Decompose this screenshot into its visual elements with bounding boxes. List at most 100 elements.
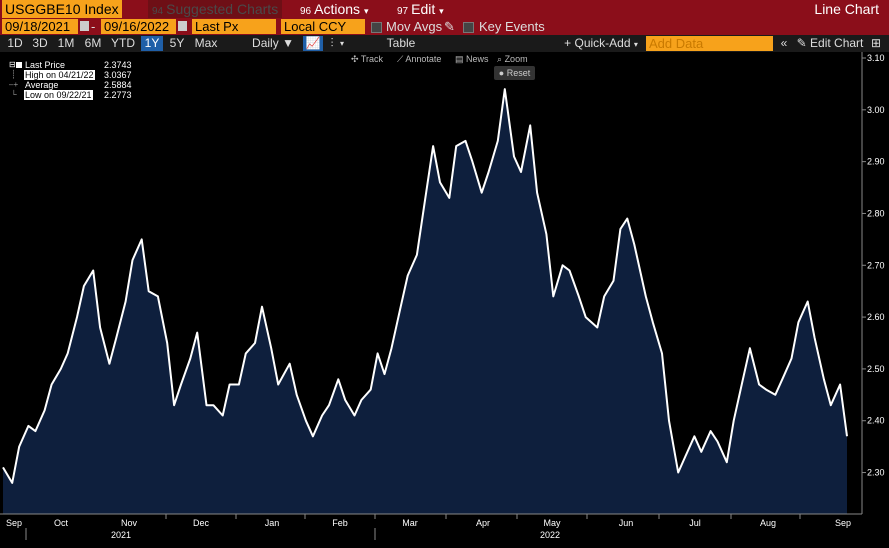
legend-high: ┊ High on 04/21/22 3.0367 [8, 70, 132, 80]
actions-dropdown-icon: ▾ [363, 6, 369, 16]
plus-icon: + [564, 36, 572, 50]
table-button[interactable]: Table [386, 36, 416, 50]
x-tick-label: Jun [619, 518, 634, 528]
settings-toolbar: 09/18/2021 - 09/16/2022 Last Px Local CC… [0, 18, 889, 35]
pencil-icon[interactable]: ✎ [444, 19, 455, 34]
reset-button[interactable]: ● Reset [494, 66, 535, 80]
expand-icon[interactable]: ⊞ [870, 36, 882, 50]
chevron-down-icon: ▼ [282, 36, 294, 50]
period-button-ytd[interactable]: YTD [111, 36, 135, 50]
top-toolbar: USGGBE10 Index 94 Suggested Charts 96 Acti… [0, 0, 889, 18]
annotate-icon: ⟋ [397, 54, 404, 64]
legend-high-label: High on 04/21/22 [24, 70, 95, 80]
frequency-label: Daily [252, 36, 279, 50]
currency-selector[interactable]: Local CCY [281, 19, 365, 34]
edit-dropdown-icon: ▾ [439, 6, 444, 16]
x-tick-label: Sep [835, 518, 851, 528]
legend-line-icon: ⊟ [9, 60, 16, 69]
x-tick-label: Nov [121, 518, 138, 528]
reset-label: Reset [506, 68, 531, 78]
track-tool[interactable]: ✣ Track [351, 54, 383, 65]
pencil-icon: ✎ [796, 36, 807, 50]
suggested-charts-number: 94 [152, 6, 164, 17]
period-button-3d[interactable]: 3D [32, 36, 48, 50]
y-tick-label: 2.60 [867, 312, 885, 322]
legend-line-icon: –+ [9, 80, 19, 89]
x-tick-label: Oct [54, 518, 69, 528]
track-icon: ✣ [351, 54, 359, 64]
start-date-input[interactable]: 09/18/2021 [2, 19, 78, 34]
x-tick-label: Dec [193, 518, 210, 528]
x-tick-label: Feb [332, 518, 348, 528]
period-button-1y[interactable]: 1Y [141, 36, 163, 51]
x-year-label: 2022 [540, 530, 560, 540]
actions-menu[interactable]: 96 Actions ▾ [300, 0, 368, 18]
legend-low-value: 2.2773 [104, 90, 132, 100]
suggested-charts-button[interactable]: 94 Suggested Charts [148, 0, 283, 18]
news-tool[interactable]: ▤ News [455, 54, 489, 65]
legend: ⊟ Last Price 2.3743 ┊ High on 04/21/22 3… [8, 60, 132, 100]
period-button-5y[interactable]: 5Y [169, 36, 185, 50]
period-button-1m[interactable]: 1M [57, 36, 75, 50]
x-tick-label: May [543, 518, 561, 528]
legend-high-value: 3.0367 [104, 70, 132, 80]
window-title: Line Chart [814, 1, 879, 17]
key-events-label: Key Events [479, 19, 545, 34]
y-tick-label: 3.10 [867, 53, 885, 63]
reset-icon: ● [498, 68, 505, 78]
chart-style-dropdown-icon[interactable]: ▾ [339, 39, 344, 48]
series-line-last-price [2, 88, 848, 484]
y-tick-label: 2.40 [867, 416, 885, 426]
y-tick-label: 2.30 [867, 468, 885, 478]
edit-chart-label: Edit Chart [810, 36, 864, 50]
legend-line-icon: └ [11, 90, 17, 99]
news-icon: ▤ [455, 54, 464, 64]
key-events-checkbox[interactable] [463, 22, 474, 33]
legend-line-icon: ┊ [11, 70, 16, 79]
x-tick-label: Apr [476, 518, 490, 528]
edit-menu[interactable]: 97 Edit ▾ [397, 0, 444, 18]
x-year-label: 2021 [111, 530, 131, 540]
track-label: Track [360, 54, 384, 64]
quick-add-button[interactable]: + Quick-Add ▾ [559, 36, 643, 51]
mov-avgs-label: Mov Avgs [386, 19, 443, 34]
frequency-dropdown[interactable]: Daily ▼ [249, 36, 297, 51]
y-tick-label: 2.70 [867, 260, 885, 270]
annotate-tool[interactable]: ⟋ Annotate [397, 54, 441, 65]
legend-average-value: 2.5884 [104, 80, 132, 90]
legend-last-price-label: Last Price [24, 60, 67, 70]
x-tick-label: Mar [402, 518, 418, 528]
legend-last-price-value: 2.3743 [104, 60, 132, 70]
x-tick-label: Sep [6, 518, 22, 528]
end-date-input[interactable]: 09/16/2022 [101, 19, 176, 34]
zoom-label: Zoom [504, 54, 528, 64]
zoom-tool[interactable]: ⌕ Zoom [497, 54, 528, 65]
edit-label: Edit [411, 1, 436, 17]
y-tick-label: 3.00 [867, 105, 885, 115]
add-data-input[interactable]: Add Data [646, 36, 773, 51]
edit-chart-button[interactable]: ✎ Edit Chart [795, 36, 865, 51]
legend-average-label: Average [24, 80, 60, 90]
y-tick-label: 2.80 [867, 208, 885, 218]
calendar-icon[interactable] [80, 21, 89, 31]
period-button-max[interactable]: Max [194, 36, 218, 50]
calendar-icon[interactable] [178, 21, 187, 31]
mov-avgs-checkbox[interactable] [371, 22, 382, 33]
legend-low: └ Low on 09/22/21 2.2773 [8, 90, 132, 100]
x-tick-label: Aug [760, 518, 776, 528]
line-chart-icon[interactable]: 📈 [303, 36, 323, 51]
date-range-separator: - [91, 19, 96, 34]
x-tick-label: Jul [689, 518, 701, 528]
period-button-6m[interactable]: 6M [84, 36, 102, 50]
ticker-field[interactable]: USGGBE10 Index [2, 0, 122, 18]
period-button-1d[interactable]: 1D [7, 36, 23, 50]
bar-style-icon[interactable]: ⫶ [330, 36, 334, 50]
legend-swatch [16, 62, 22, 68]
collapse-icon[interactable]: « [780, 36, 788, 50]
period-toolbar: 1D 3D 1M 6M YTD 1Y 5Y Max Daily ▼ 📈 ⫶ ▾ Table +… [0, 35, 889, 52]
x-tick-label: Jan [265, 518, 280, 528]
field-selector[interactable]: Last Px [192, 19, 276, 34]
legend-low-label: Low on 09/22/21 [24, 90, 93, 100]
quick-add-dropdown-icon: ▾ [633, 40, 638, 49]
